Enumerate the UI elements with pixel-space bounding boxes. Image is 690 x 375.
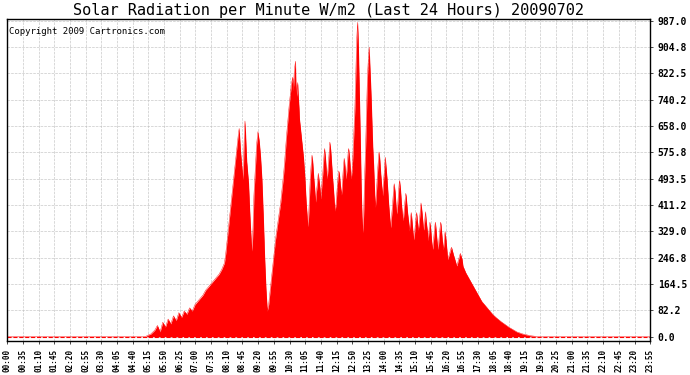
Text: Copyright 2009 Cartronics.com: Copyright 2009 Cartronics.com [8, 27, 164, 36]
Title: Solar Radiation per Minute W/m2 (Last 24 Hours) 20090702: Solar Radiation per Minute W/m2 (Last 24… [73, 3, 584, 18]
